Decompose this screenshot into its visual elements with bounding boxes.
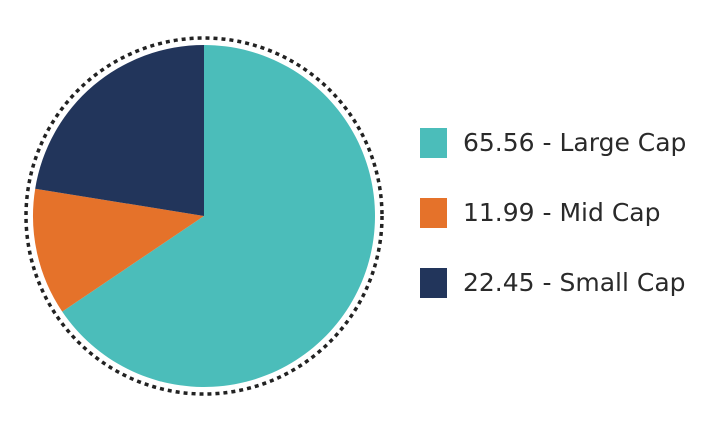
legend-swatch	[420, 198, 447, 228]
legend-label: 65.56 - Large Cap	[463, 128, 686, 157]
pie-slice	[62, 45, 375, 387]
pie-border	[24, 36, 384, 396]
legend-label: 22.45 - Small Cap	[463, 268, 686, 297]
legend-swatch	[420, 268, 447, 298]
pie	[32, 45, 375, 387]
pie-slice	[35, 45, 204, 216]
legend-swatch	[420, 128, 447, 158]
legend-label: 11.99 - Mid Cap	[463, 198, 660, 227]
legend: 65.56 - Large Cap 11.99 - Mid Cap 22.45 - …	[420, 128, 686, 298]
pie-slice	[32, 188, 204, 312]
